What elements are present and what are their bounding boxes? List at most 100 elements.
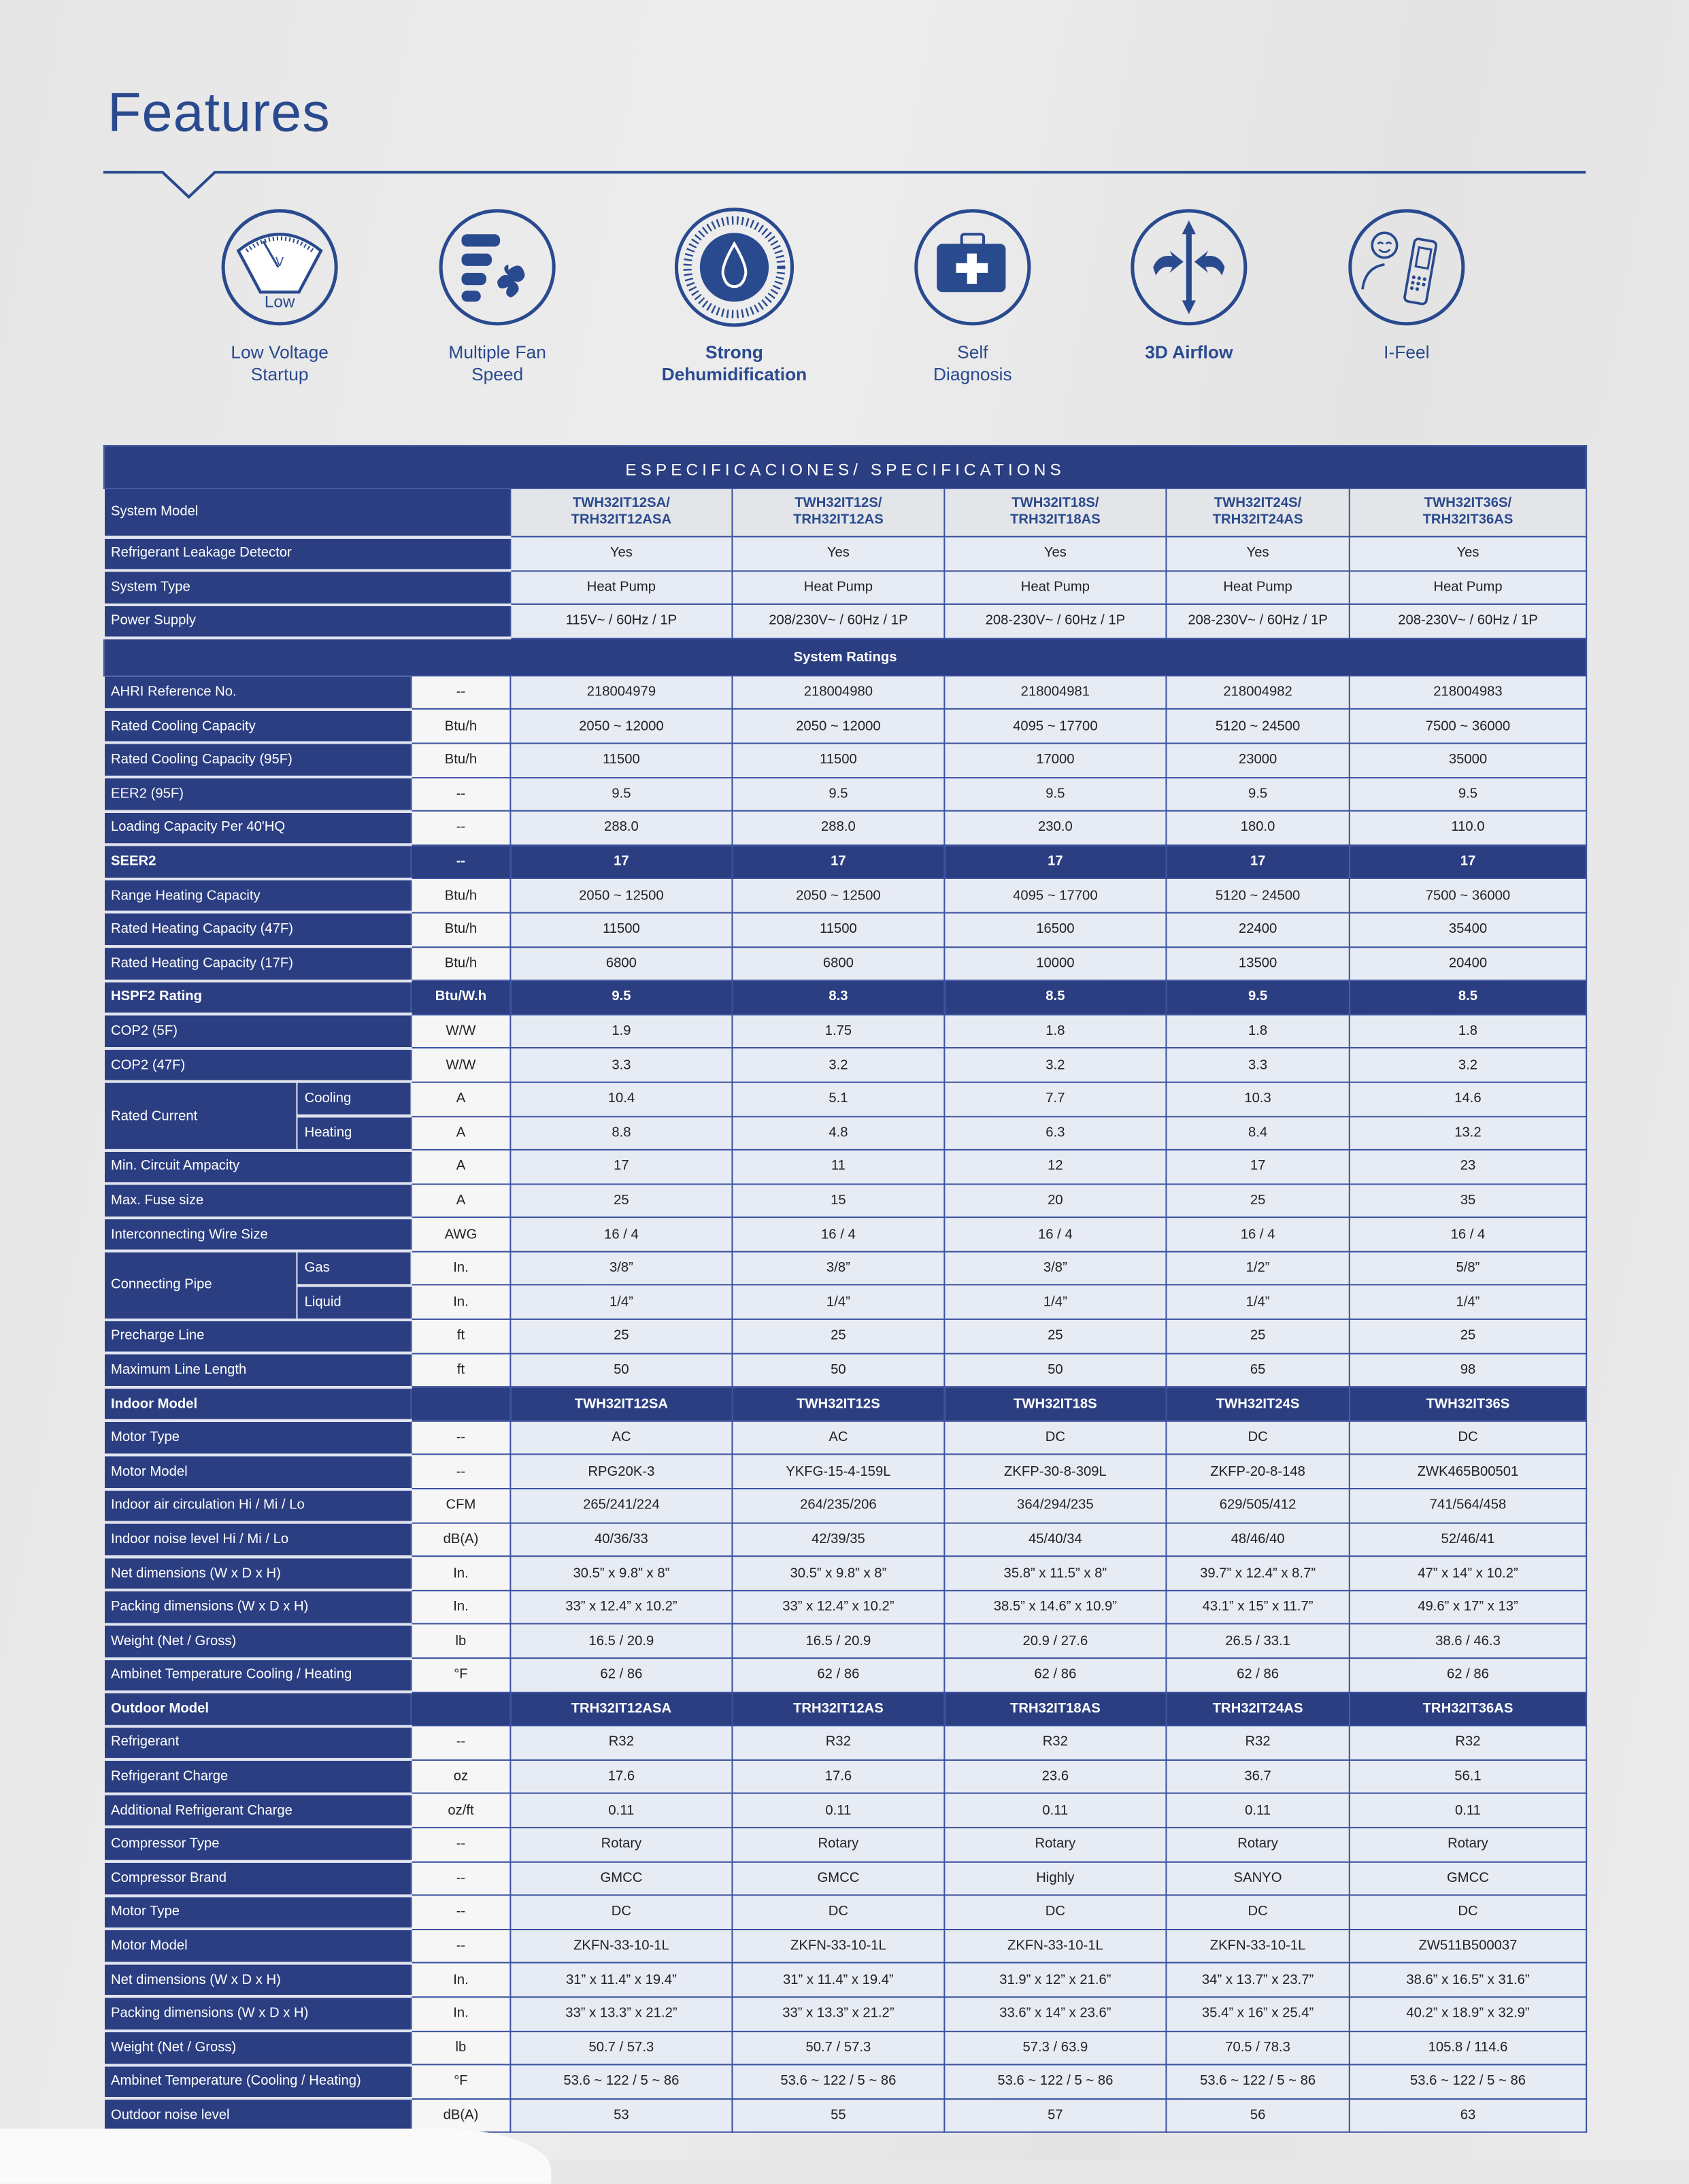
page-title: Features — [107, 82, 331, 144]
table-cell: 8.4 — [1165, 1115, 1350, 1151]
table-cell: 15 — [731, 1182, 946, 1219]
table-cell: 62 / 86 — [509, 1657, 733, 1693]
table-cell: 3.2 — [943, 1047, 1167, 1083]
table-row: Rated Cooling Capacity (95F) Btu/h 11500 11… — [103, 742, 1588, 779]
table-cell: 3/8” — [509, 1251, 733, 1287]
feature-label-line: Multiple Fan — [448, 342, 546, 363]
table-cell: 17 — [1348, 844, 1588, 880]
table-cell: 6800 — [509, 946, 733, 982]
table-cell: 2050 ~ 12500 — [509, 878, 733, 914]
table-cell: Rotary — [1165, 1827, 1350, 1862]
table-cell: 9.5 — [943, 776, 1167, 812]
table-cell: 0.11 — [1348, 1793, 1588, 1829]
first-aid-kit-icon — [914, 209, 1031, 326]
feature-label: Self Diagnosis — [869, 342, 1076, 386]
table-cell: 3.3 — [1165, 1047, 1350, 1083]
unit-cell: °F — [410, 2064, 512, 2100]
table-cell: 50.7 / 57.3 — [509, 2030, 733, 2066]
table-cell: 17.6 — [731, 1759, 946, 1795]
table-cell: 6.3 — [943, 1115, 1167, 1151]
row-label: Net dimensions (W x D x H) — [103, 1963, 412, 1999]
table-cell: 56.1 — [1348, 1759, 1588, 1795]
unit-cell: A — [410, 1149, 512, 1185]
table-cell: Yes — [509, 535, 733, 572]
row-sub-label: Heating — [297, 1116, 412, 1152]
table-row: Additional Refrigerant Charge oz/ft 0.11 0.… — [103, 1793, 1588, 1830]
page-corner-decoration — [0, 2128, 552, 2184]
unit-cell: -- — [410, 1725, 512, 1761]
table-cell: 0.11 — [943, 1793, 1167, 1829]
row-sub-label: Cooling — [297, 1082, 412, 1118]
table-cell: 264/235/206 — [731, 1488, 946, 1523]
table-cell: 17000 — [943, 742, 1167, 778]
feature-water-drop: Strong Dehumidification — [631, 207, 838, 386]
table-cell: 17 — [943, 844, 1167, 880]
unit-cell: In. — [410, 1962, 512, 1998]
table-row: Range Heating Capacity Btu/h 2050 ~ 12500 2… — [103, 878, 1588, 914]
table-row: Rated Heating Capacity (17F) Btu/h 6800 680… — [103, 946, 1588, 982]
table-cell: 0.11 — [1165, 1793, 1350, 1829]
table-cell: 13.2 — [1348, 1115, 1588, 1151]
table-row: COP2 (5F) W/W 1.9 1.75 1.8 1.8 1.8 — [103, 1013, 1588, 1050]
table-cell: 1.8 — [1348, 1013, 1588, 1049]
table-cell: 11500 — [731, 742, 946, 778]
unit-cell: -- — [410, 1928, 512, 1964]
table-cell: Heat Pump — [731, 569, 946, 606]
table-cell: 33.6” x 14” x 23.6” — [943, 1996, 1167, 2032]
row-sub-label: Gas — [297, 1251, 412, 1287]
feature-label: I-Feel — [1303, 342, 1510, 363]
row-label: Interconnecting Wire Size — [103, 1217, 412, 1253]
table-row: HSPF2 Rating Btu/W.h 9.5 8.3 8.5 9.5 8.5 — [103, 980, 1588, 1016]
table-cell: 208-230V~ / 60Hz / 1P — [1165, 603, 1350, 640]
table-row: Net dimensions (W x D x H) In. 30.5” x 9.8… — [103, 1555, 1588, 1592]
table-cell: 31.9” x 12” x 21.6” — [943, 1962, 1167, 1998]
table-row: Ambinet Temperature Cooling / Heating °F 6… — [103, 1657, 1588, 1693]
system-model-header: TWH32IT12SA/TRH32IT12ASA — [509, 487, 733, 537]
table-cell: 35000 — [1348, 742, 1588, 778]
table-cell: 1/4” — [943, 1285, 1167, 1321]
table-row: Liquid In. 1/4” 1/4” 1/4” 1/4” 1/4” — [104, 1285, 1588, 1321]
row-label: Outdoor Model — [103, 1691, 412, 1727]
table-cell: 20.9 / 27.6 — [943, 1623, 1167, 1659]
table-cell: 3.3 — [509, 1047, 733, 1083]
unit-cell: Btu/W.h — [410, 980, 512, 1015]
table-cell: TWH32IT18S — [943, 1386, 1167, 1422]
unit-cell: A — [410, 1081, 512, 1117]
section-row: System Ratings — [103, 638, 1588, 677]
table-cell: 180.0 — [1165, 810, 1350, 846]
row-label: System Model — [103, 488, 511, 538]
row-group-label: Rated Current — [103, 1082, 298, 1152]
table-cell: 218004982 — [1165, 675, 1350, 710]
table-cell: 63 — [1348, 2098, 1588, 2134]
table-cell: 33” x 12.4” x 10.2” — [731, 1589, 946, 1625]
table-row: Compressor Brand -- GMCC GMCC Highly SANYO GMC… — [103, 1860, 1588, 1897]
table-cell: 42/39/35 — [731, 1521, 946, 1557]
indoor-model-name: TWH32IT12SA/ — [572, 496, 670, 512]
table-cell: 16 / 4 — [943, 1217, 1167, 1253]
table-cell: 47” x 14” x 10.2” — [1348, 1555, 1588, 1591]
table-row: Indoor air circulation Hi / Mi / Lo CFM 26… — [103, 1488, 1588, 1524]
table-cell: 4.8 — [731, 1115, 946, 1151]
table-cell: 16.5 / 20.9 — [509, 1623, 733, 1659]
specifications-table: ESPECIFICACIONES/ SPECIFICATIONS System M… — [103, 445, 1588, 2134]
svg-text:V: V — [275, 255, 284, 269]
table-cell: TWH32IT12S — [731, 1386, 946, 1422]
row-label: AHRI Reference No. — [103, 676, 412, 711]
unit-cell: A — [410, 1182, 512, 1219]
table-cell: R32 — [509, 1725, 733, 1761]
indoor-model-name: TWH32IT12S/ — [795, 496, 882, 512]
table-cell: 35 — [1348, 1182, 1588, 1219]
table-row: Motor Type -- AC AC DC DC DC — [103, 1420, 1588, 1457]
table-cell: Heat Pump — [509, 569, 733, 606]
table-cell: 8.3 — [731, 980, 946, 1015]
table-cell: 13500 — [1165, 946, 1350, 982]
table-cell: Highly — [943, 1860, 1167, 1896]
table-cell: Yes — [943, 535, 1167, 572]
unit-cell: dB(A) — [410, 2098, 512, 2134]
indoor-model-name: TWH32IT24S/ — [1214, 496, 1302, 512]
table-row: System Type Heat Pump Heat Pump Heat Pump He… — [103, 569, 1588, 606]
unit-cell: -- — [410, 1827, 512, 1862]
row-label: Motor Type — [103, 1895, 412, 1931]
table-cell: Heat Pump — [943, 569, 1167, 606]
